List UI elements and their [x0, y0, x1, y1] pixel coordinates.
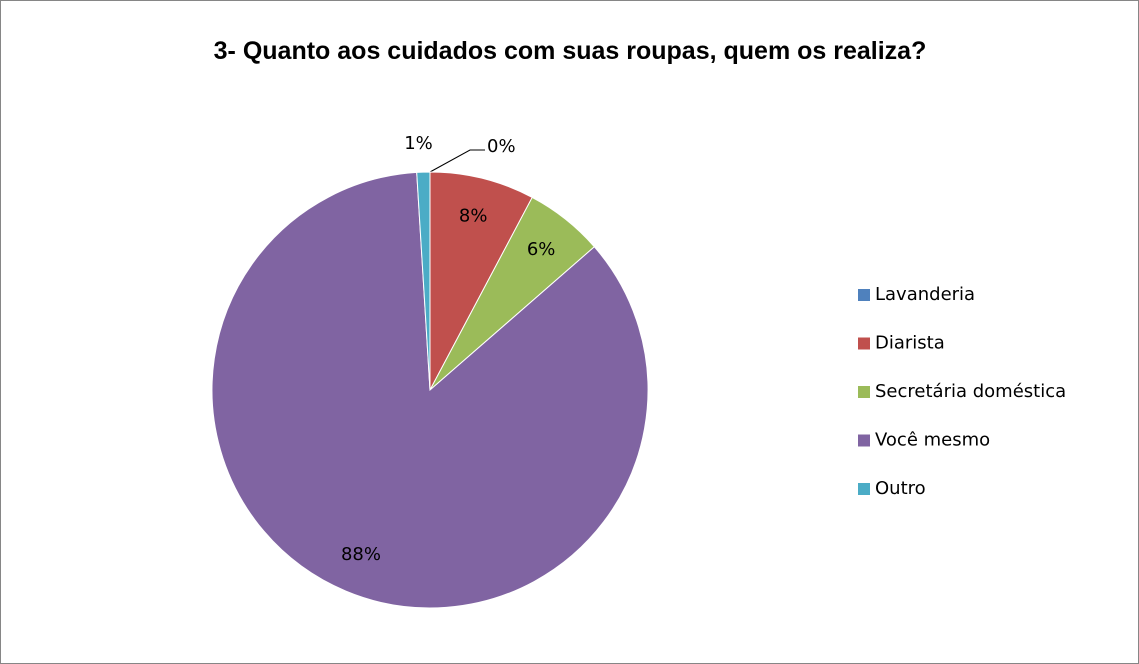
pie-slice	[211, 171, 649, 609]
legend-swatch	[858, 483, 870, 495]
legend-label: Lavanderia	[875, 284, 975, 305]
legend-swatch	[858, 289, 870, 301]
data-label: 0%	[487, 136, 516, 157]
chart-title: 3- Quanto aos cuidados com suas roupas, …	[213, 37, 927, 65]
data-label: 1%	[404, 133, 433, 154]
legend-label: Você mesmo	[875, 430, 990, 451]
data-label: 6%	[527, 239, 556, 260]
data-label: 88%	[341, 544, 381, 565]
legend-swatch	[858, 386, 870, 398]
leader-line	[429, 149, 485, 173]
legend-swatch	[858, 337, 870, 350]
legend-label: Secretária doméstica	[875, 381, 1066, 402]
legend-swatch	[858, 434, 870, 447]
pie-slice	[429, 171, 533, 391]
data-label: 8%	[459, 206, 488, 227]
legend-label: Outro	[875, 478, 926, 499]
pie-slice	[416, 171, 431, 391]
legend-label: Diarista	[875, 333, 945, 354]
